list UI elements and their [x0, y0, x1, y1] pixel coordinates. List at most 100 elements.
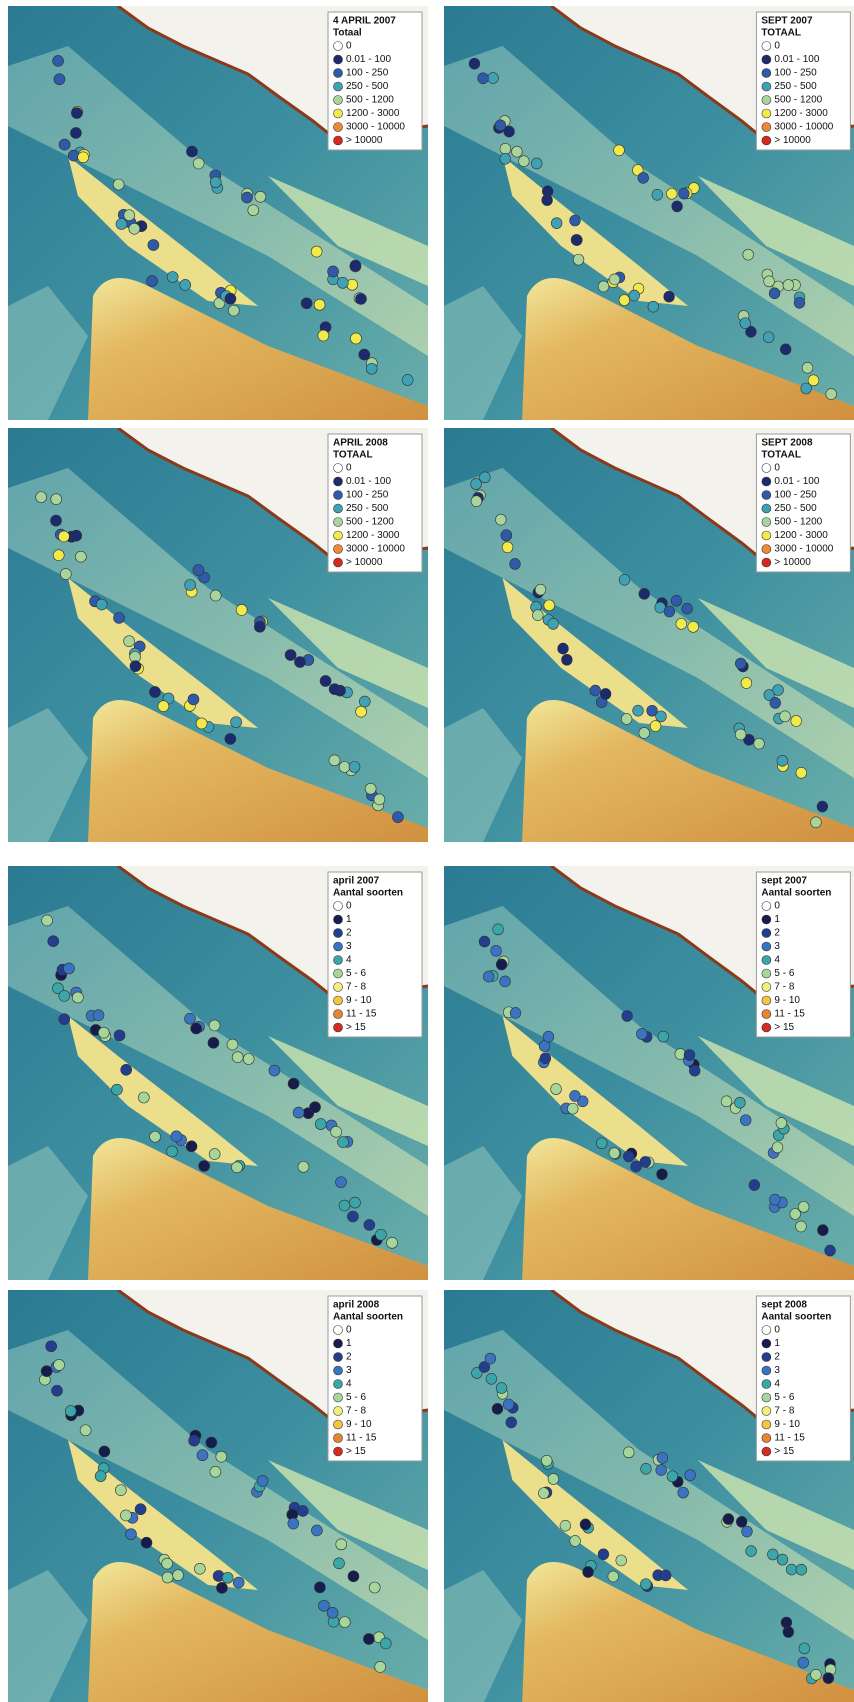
- legend-label: 11 - 15: [346, 1433, 377, 1444]
- legend-swatch: [334, 109, 343, 118]
- sample-dot: [622, 1011, 633, 1022]
- sample-dot: [298, 1161, 309, 1172]
- sample-dot: [638, 172, 649, 183]
- sample-dot: [825, 1245, 836, 1256]
- sample-dot: [600, 688, 611, 699]
- legend-label: 0: [346, 901, 352, 912]
- sample-dot: [656, 1465, 667, 1476]
- sample-dot: [347, 1211, 358, 1222]
- sample-dot: [59, 1014, 70, 1025]
- sample-dot: [315, 1119, 326, 1130]
- sample-dot: [764, 276, 775, 287]
- sample-dot: [59, 139, 70, 150]
- legend: SEPT 2007TOTAAL00.01 - 100100 - 250250 -…: [756, 12, 850, 150]
- sample-dot: [650, 721, 661, 732]
- sample-dot: [551, 1084, 562, 1095]
- sample-dot: [365, 783, 376, 794]
- sample-dot: [78, 152, 89, 163]
- sample-dot: [120, 1510, 131, 1521]
- sample-dot: [543, 1031, 554, 1042]
- sample-dot: [314, 1582, 325, 1593]
- legend-label: 4: [774, 955, 780, 966]
- legend-title: 4 APRIL 2007: [333, 16, 396, 27]
- sample-dot: [619, 574, 630, 585]
- sample-dot: [783, 280, 794, 291]
- legend-label: 11 - 15: [774, 1433, 805, 1444]
- sample-dot: [380, 1638, 391, 1649]
- legend-swatch: [762, 545, 771, 554]
- sample-dot: [723, 1514, 734, 1525]
- sample-dot: [616, 1555, 627, 1566]
- legend-swatch: [762, 1366, 771, 1375]
- sample-dot: [387, 1237, 398, 1248]
- sample-dot: [596, 1138, 607, 1149]
- legend-swatch: [762, 1434, 771, 1443]
- sample-dot: [817, 1225, 828, 1236]
- sample-dot: [232, 1052, 243, 1063]
- legend-label: 1200 - 3000: [346, 108, 400, 119]
- legend-swatch: [762, 902, 771, 911]
- sample-dot: [735, 1097, 746, 1108]
- sample-dot: [544, 600, 555, 611]
- legend-title: april 2007: [333, 876, 380, 887]
- sample-dot: [269, 1065, 280, 1076]
- sample-dot: [53, 550, 64, 561]
- legend-label: 5 - 6: [346, 968, 366, 979]
- legend-label: > 10000: [346, 135, 383, 146]
- legend-swatch: [762, 136, 771, 145]
- sample-dot: [222, 1572, 233, 1583]
- legend-swatch: [334, 915, 343, 924]
- sample-dot: [318, 1600, 329, 1611]
- sample-dot: [823, 1673, 834, 1684]
- legend-label: 5 - 6: [774, 968, 794, 979]
- legend-label: > 15: [774, 1022, 794, 1033]
- legend-swatch: [762, 1420, 771, 1429]
- map-figure: 4 APRIL 2007Totaal00.01 - 100100 - 25025…: [0, 0, 854, 1702]
- legend-label: 0.01 - 100: [346, 476, 391, 487]
- legend: sept 2008Aantal soorten012345 - 67 - 89 …: [756, 1296, 850, 1461]
- sample-dot: [125, 1529, 136, 1540]
- legend-title: april 2008: [333, 1300, 380, 1311]
- legend-swatch: [762, 1407, 771, 1416]
- legend-swatch: [762, 1353, 771, 1362]
- sample-dot: [678, 1487, 689, 1498]
- sample-dot: [225, 733, 236, 744]
- sample-dot: [506, 1417, 517, 1428]
- sample-dot: [471, 496, 482, 507]
- sample-dot: [480, 472, 491, 483]
- legend-swatch: [762, 1339, 771, 1348]
- sample-dot: [311, 1525, 322, 1536]
- legend-swatch: [762, 1023, 771, 1032]
- sample-dot: [98, 1027, 109, 1038]
- sample-dot: [96, 599, 107, 610]
- legend-title: APRIL 2008: [333, 438, 388, 449]
- legend-swatch: [762, 942, 771, 951]
- sample-dot: [743, 249, 754, 260]
- sample-dot: [633, 705, 644, 716]
- legend-swatch: [334, 969, 343, 978]
- legend-swatch: [334, 531, 343, 540]
- sample-dot: [337, 1137, 348, 1148]
- legend-label: 11 - 15: [774, 1009, 805, 1020]
- sample-dot: [656, 711, 667, 722]
- sample-dot: [583, 1566, 594, 1577]
- legend-swatch: [334, 902, 343, 911]
- sample-dot: [227, 1039, 238, 1050]
- sample-dot: [402, 374, 413, 385]
- legend-subtitle: TOTAAL: [761, 28, 801, 39]
- legend-label: 1: [774, 914, 780, 925]
- sample-dot: [141, 1537, 152, 1548]
- legend-label: 0.01 - 100: [774, 476, 819, 487]
- legend-label: 3000 - 10000: [346, 122, 405, 133]
- sample-dot: [42, 915, 53, 926]
- sample-dot: [685, 1470, 696, 1481]
- legend-label: 1200 - 3000: [774, 108, 828, 119]
- sample-dot: [548, 1473, 559, 1484]
- legend-swatch: [762, 477, 771, 486]
- sample-dot: [191, 1023, 202, 1034]
- sample-dot: [614, 145, 625, 156]
- sample-dot: [542, 195, 553, 206]
- sample-dot: [512, 146, 523, 157]
- legend-swatch: [334, 1366, 343, 1375]
- sample-dot: [609, 274, 620, 285]
